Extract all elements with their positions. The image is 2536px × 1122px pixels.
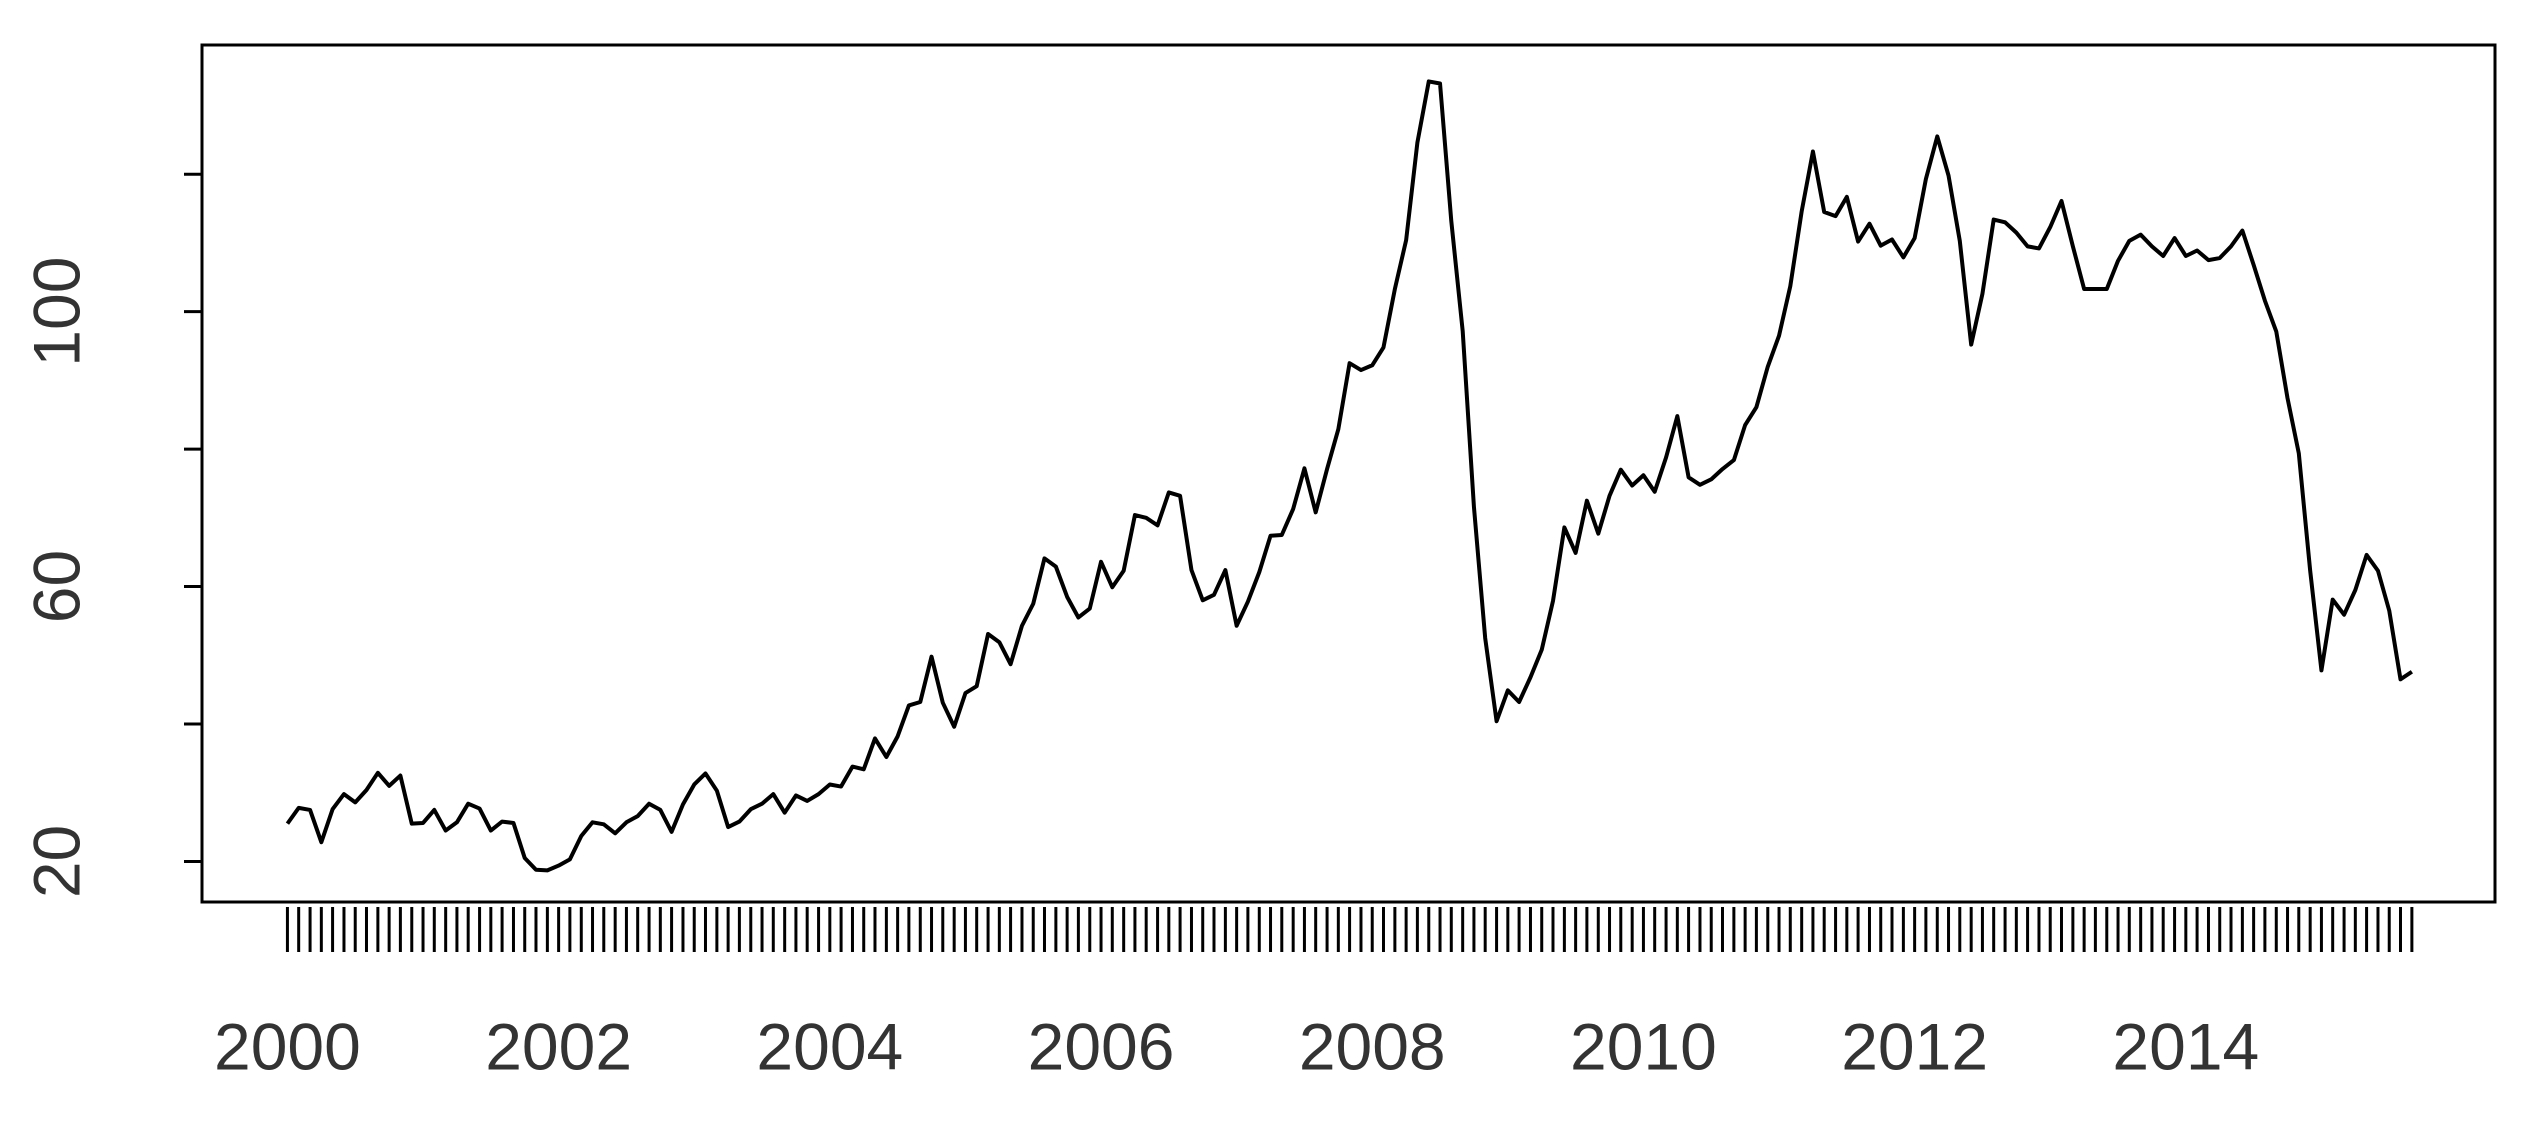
- x-tick-label: 2000: [214, 1009, 361, 1083]
- x-tick-label: 2010: [1570, 1009, 1717, 1083]
- y-tick-label: 20: [19, 825, 93, 898]
- y-tick-label: 100: [19, 257, 93, 367]
- x-tick-label: 2014: [2112, 1009, 2259, 1083]
- x-tick-label: 2004: [756, 1009, 903, 1083]
- plot-frame: [200, 43, 2497, 904]
- x-tick-label: 2008: [1299, 1009, 1446, 1083]
- x-tick-label: 2012: [1841, 1009, 1988, 1083]
- x-tick-label: 2006: [1028, 1009, 1175, 1083]
- y-tick-label: 60: [19, 550, 93, 623]
- data-line: [285, 79, 2413, 873]
- x-tick-label: 2002: [485, 1009, 632, 1083]
